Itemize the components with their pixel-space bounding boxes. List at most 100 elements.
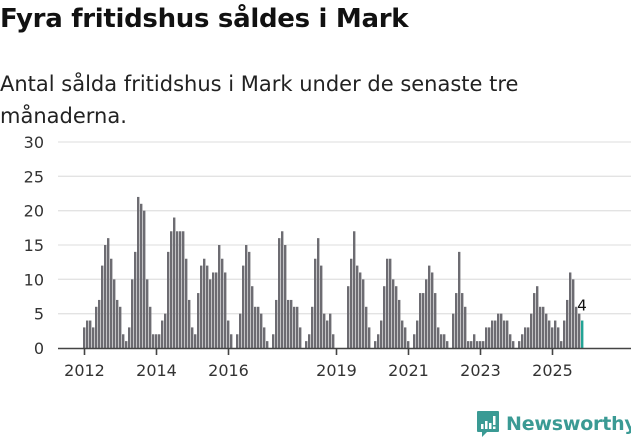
bar: [101, 265, 104, 348]
bar: [116, 299, 119, 348]
x-tick-label: 2021: [388, 361, 429, 380]
bar: [464, 306, 467, 348]
bar: [374, 341, 377, 348]
y-tick-label: 15: [24, 236, 44, 255]
bar: [452, 313, 455, 348]
x-axis-labels: 2012 2014 2016 2019 2021 2023 2025: [64, 361, 573, 380]
bar: [299, 327, 302, 348]
bar: [257, 306, 260, 348]
y-tick-label: 30: [24, 133, 44, 152]
bar: [323, 313, 326, 348]
bar: [575, 306, 578, 348]
bar: [119, 306, 122, 348]
x-tick-label: 2019: [316, 361, 357, 380]
bar: [386, 258, 389, 348]
bar: [566, 299, 569, 348]
newsworthy-logo[interactable]: Newsworthy: [476, 409, 631, 439]
bar: [317, 238, 320, 348]
bar: [251, 286, 254, 348]
bar: [482, 341, 485, 348]
bar: [245, 245, 248, 348]
bar: [143, 210, 146, 348]
bar: [239, 313, 242, 348]
bar: [176, 231, 179, 348]
bar: [320, 265, 323, 348]
bar: [107, 238, 110, 348]
bar: [530, 313, 533, 348]
bar: [506, 320, 509, 348]
bar: [152, 334, 155, 348]
x-tick-label: 2025: [532, 361, 573, 380]
bar: [224, 272, 227, 348]
bar: [290, 299, 293, 348]
y-tick-label: 25: [24, 167, 44, 186]
bar: [278, 238, 281, 348]
y-gridlines: [58, 141, 631, 315]
bar: [179, 231, 182, 348]
bar: [455, 293, 458, 348]
bar: [83, 327, 86, 348]
chart-title: Fyra fritidshus såldes i Mark: [0, 4, 409, 34]
y-tick-label: 20: [24, 202, 44, 221]
bar: [242, 265, 245, 348]
bar: [110, 258, 113, 348]
latest-value-label: 4: [577, 297, 587, 315]
bar: [473, 334, 476, 348]
bar: [329, 313, 332, 348]
bar: [572, 279, 575, 348]
bar: [206, 265, 209, 348]
bar: [467, 341, 470, 348]
bar: [527, 327, 530, 348]
bar: [134, 251, 137, 348]
bar: [164, 313, 167, 348]
bar: [377, 334, 380, 348]
bar: [122, 334, 125, 348]
bar: [197, 293, 200, 348]
bar: [512, 341, 515, 348]
bar: [155, 334, 158, 348]
bar: [440, 334, 443, 348]
bar: [398, 299, 401, 348]
bar: [149, 306, 152, 348]
bar: [140, 203, 143, 348]
bar: [578, 313, 581, 348]
bar: [548, 320, 551, 348]
bar: [347, 286, 350, 348]
bar: [137, 196, 140, 348]
bar: [113, 279, 116, 348]
bar: [263, 327, 266, 348]
bar: [494, 320, 497, 348]
bar: [395, 286, 398, 348]
newsworthy-logo-icon: [477, 411, 499, 437]
bar: [389, 258, 392, 348]
bar: [437, 327, 440, 348]
x-axis-ticks: [83, 348, 554, 355]
bar: [272, 334, 275, 348]
bar: [491, 320, 494, 348]
bar: [563, 320, 566, 348]
bar: [551, 327, 554, 348]
bar: [422, 293, 425, 348]
y-tick-label: 10: [24, 270, 44, 289]
bar: [260, 313, 263, 348]
newsworthy-brand-name: Newsworthy: [506, 413, 631, 435]
highlight-bar: [581, 320, 584, 348]
bar: [416, 320, 419, 348]
bar: [545, 313, 548, 348]
chart-subtitle: Antal sålda fritidshus i Mark under de s…: [0, 72, 519, 128]
bar: [428, 265, 431, 348]
bar: [569, 272, 572, 348]
bar: [488, 327, 491, 348]
bar: [188, 299, 191, 348]
bar: [284, 245, 287, 348]
bar: [212, 272, 215, 348]
bar: [470, 341, 473, 348]
bar: [332, 334, 335, 348]
bar: [128, 327, 131, 348]
y-tick-label: 5: [34, 305, 44, 324]
bar: [461, 293, 464, 348]
bar: [539, 306, 542, 348]
x-tick-label: 2016: [208, 361, 249, 380]
bar: [431, 272, 434, 348]
bar: [380, 320, 383, 348]
